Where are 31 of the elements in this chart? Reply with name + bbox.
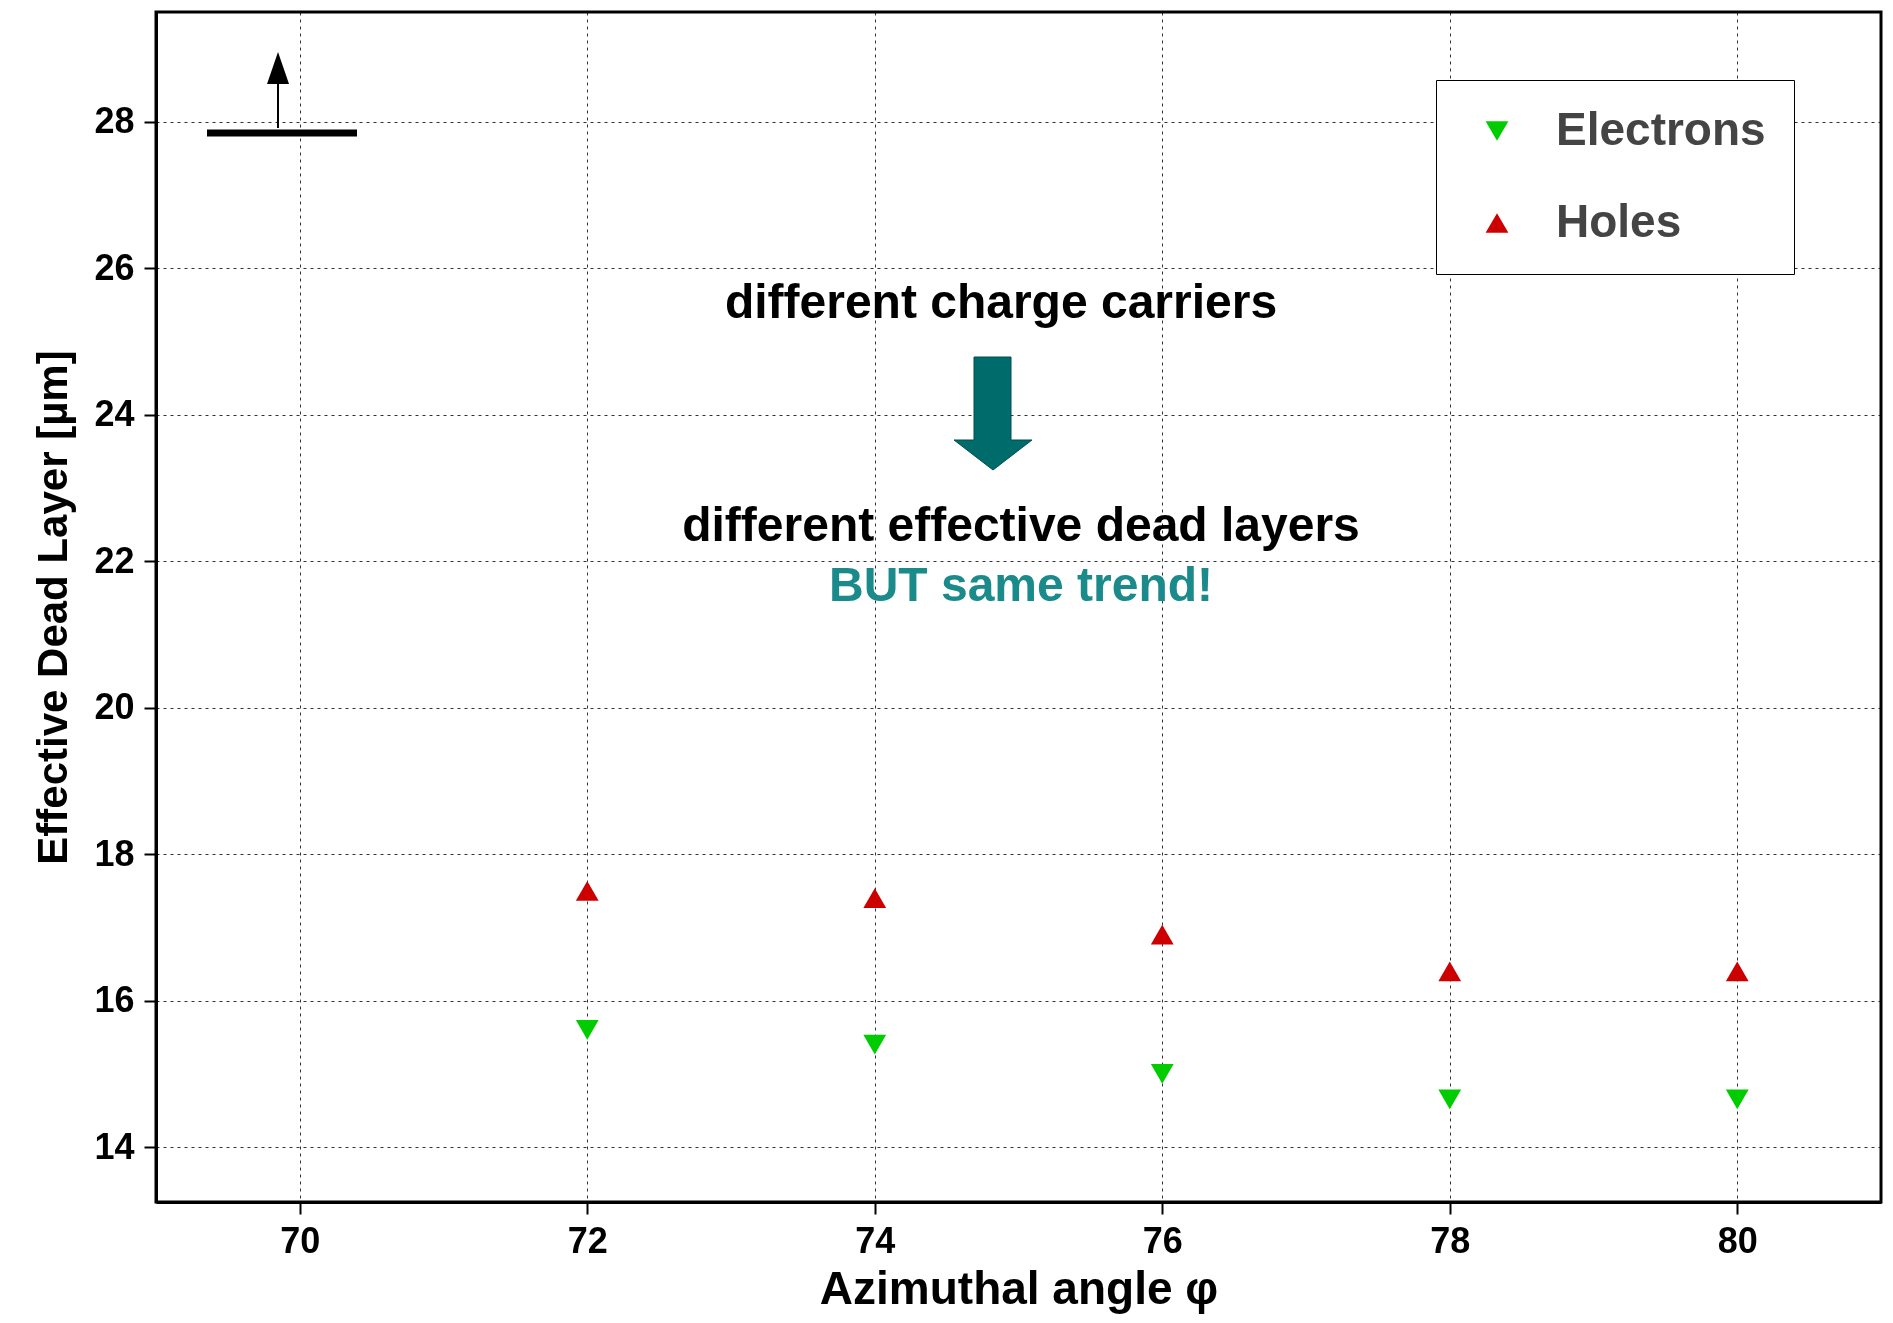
y-tick-label: 22 [94,539,135,581]
point [1150,1063,1174,1084]
point [1725,1089,1749,1110]
x-tick-label: 70 [280,1219,321,1261]
point [863,888,887,908]
y-tick-label: 28 [94,100,135,142]
point [1438,1089,1462,1110]
x-tick-label: 74 [855,1219,896,1261]
point [575,1020,599,1040]
x-tick-label: 72 [567,1219,608,1261]
point [1438,961,1462,982]
legend-label: Holes [1556,195,1682,247]
y-tick-label: 18 [94,832,135,874]
annotation: BUT same trend! [828,558,1214,611]
x-tick-label: 80 [1717,1219,1758,1261]
legend-label: Electrons [1556,103,1766,155]
point [863,1034,887,1055]
annotation: different effective dead layers [682,498,1360,551]
y-tick-label: 14 [94,1125,135,1167]
y-tick-label: 26 [94,246,135,288]
x-tick-label: 76 [1142,1219,1183,1261]
point [575,880,599,901]
annotation: different charge carriers [724,275,1278,328]
point [1150,924,1174,945]
y-tick-label: 20 [94,686,135,728]
x-tick-label: 78 [1430,1219,1471,1261]
x-axis-title: Azimuthal angle φ [819,1261,1219,1314]
point [1725,961,1749,982]
y-tick-label: 24 [94,393,135,435]
y-axis-title: Effective Dead Layer [µm] [29,350,77,865]
y-tick-label: 16 [94,979,135,1021]
